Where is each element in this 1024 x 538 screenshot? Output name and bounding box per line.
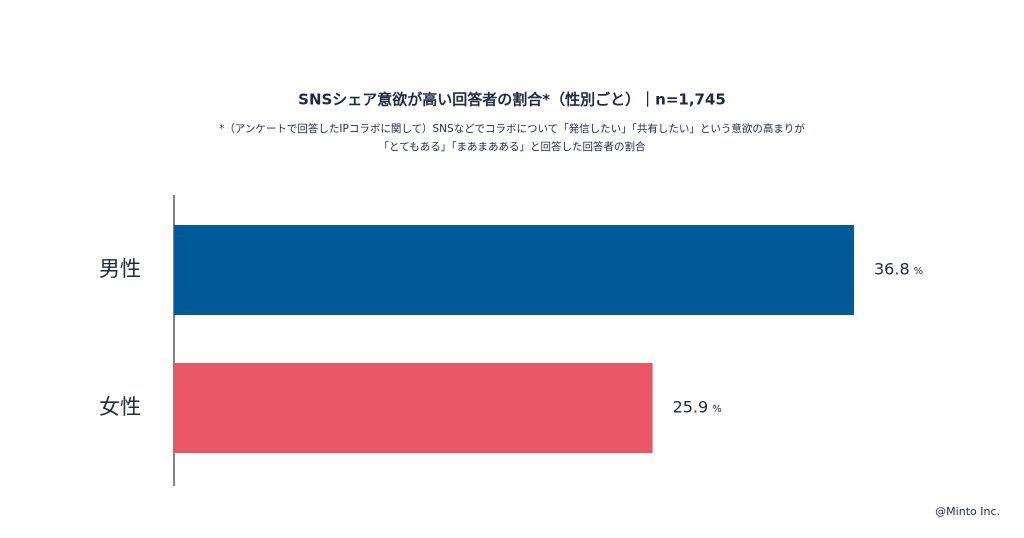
bar [174, 225, 854, 315]
chart-title: SNSシェア意欲が高い回答者の割合*（性別ごと）｜n=1,745 [298, 91, 726, 109]
value-label: 36.8 [874, 260, 910, 279]
value-unit: % [712, 404, 722, 415]
category-label: 男性 [99, 257, 141, 281]
value-label: 25.9 [673, 398, 709, 417]
subtitle: 「とてもある」「まあまあある」と回答した回答者の割合 [379, 140, 646, 153]
credit: @Minto Inc. [935, 505, 1000, 518]
subtitle: *（アンケートで回答したIPコラボに関して）SNSなどでコラボについて「発信した… [219, 122, 805, 135]
bar [174, 363, 653, 453]
category-label: 女性 [99, 395, 141, 419]
value-unit: % [914, 266, 924, 277]
